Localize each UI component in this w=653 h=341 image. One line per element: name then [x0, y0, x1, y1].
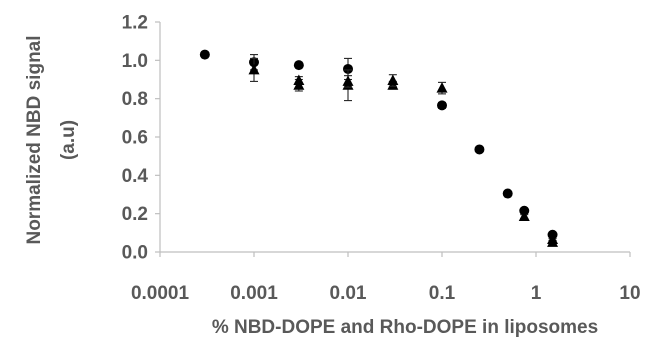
- circle-marker: [502, 188, 513, 199]
- circle-marker: [437, 100, 447, 111]
- y-tick-label: 0.6: [122, 128, 148, 149]
- y-tick-label: 0.0: [122, 243, 148, 264]
- y-axis-title: Normalized NBD signal (a.u): [24, 35, 79, 244]
- y-tick-label: 0.4: [122, 166, 149, 187]
- x-axis: 0.0001 0.001 0.01 0.1 1 10: [131, 252, 641, 304]
- triangle-marker: [293, 74, 305, 85]
- triangle-marker: [518, 210, 530, 222]
- circle-marker: [199, 49, 210, 60]
- y-tick-label: 1.0: [122, 51, 148, 72]
- circle-marker: [343, 63, 353, 74]
- y-axis-title-line: (a.u): [58, 120, 79, 160]
- x-tick-label: 0.0001: [131, 283, 190, 304]
- y-tick-label: 0.2: [122, 204, 148, 225]
- x-tick-label: 10: [619, 283, 640, 304]
- circle-marker: [474, 144, 485, 155]
- triangle-marker: [436, 82, 448, 93]
- x-tick-label: 0.01: [330, 283, 367, 304]
- y-axis-title-line: Normalized NBD signal: [24, 35, 45, 244]
- data-points: [199, 49, 559, 247]
- x-axis-title: % NBD-DOPE and Rho-DOPE in liposomes: [212, 317, 598, 338]
- x-tick-label: 1: [531, 283, 542, 304]
- triangle-marker: [547, 233, 559, 245]
- circle-marker: [293, 60, 304, 71]
- x-tick-label: 0.001: [230, 283, 278, 304]
- y-tick-label: 0.8: [122, 89, 148, 110]
- triangle-marker: [248, 63, 260, 75]
- y-axis: 0.0 0.2 0.4 0.6 0.8 1.0 1.2: [122, 13, 160, 264]
- y-tick-label: 1.2: [122, 13, 148, 34]
- triangle-marker: [342, 75, 354, 86]
- triangle-marker: [387, 74, 399, 85]
- x-tick-label: 0.1: [429, 283, 456, 304]
